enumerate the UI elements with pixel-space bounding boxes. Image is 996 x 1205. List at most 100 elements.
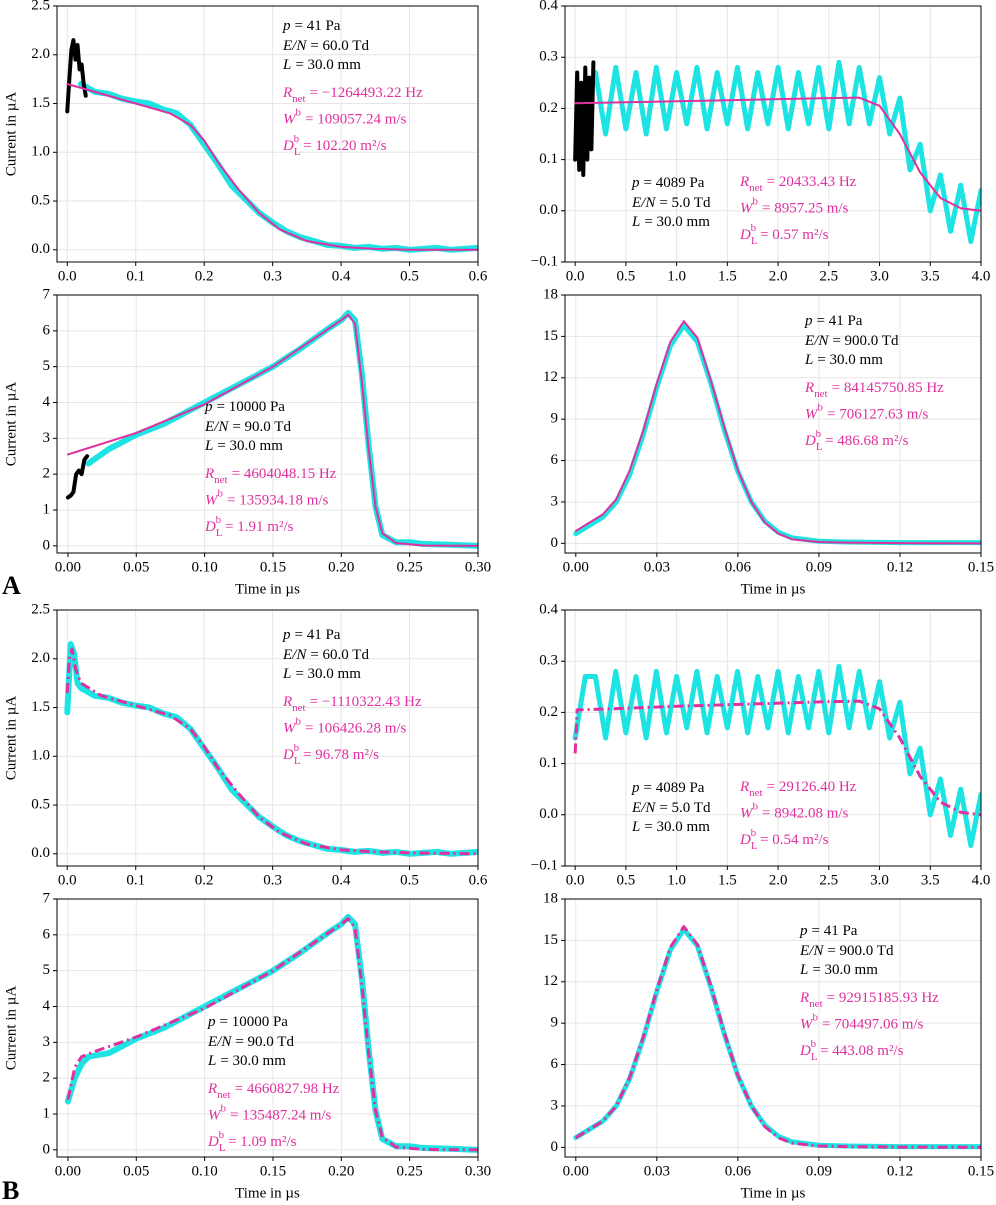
axes-frame [56, 294, 479, 554]
annotation-symbol: p [204, 399, 213, 415]
annotation-text: = 4089 Pa [644, 780, 705, 796]
data-line [574, 320, 981, 545]
y-tick-label: 0.4 [539, 601, 558, 617]
x-tick-label: 0.00 [55, 559, 81, 575]
annotation-text: = 135934.18 m/s [227, 493, 329, 509]
y-tick-label: 0.5 [31, 192, 50, 208]
annotation-text: = 41 Pa [812, 923, 858, 939]
annotation-text: = 60.0 Td [310, 38, 369, 54]
annotation: DLb = 0.57 m²/s [739, 222, 829, 247]
annotation-subscript: L [751, 840, 758, 852]
annotation-text: = 92915185.93 Hz [827, 990, 940, 1006]
x-tick-label: 0.5 [400, 872, 419, 888]
annotation-text: = 10000 Pa [220, 1014, 289, 1030]
annotation-superscript: b [296, 106, 302, 118]
annotation-text: = 20433.43 Hz [767, 174, 857, 190]
x-tick-label: 0.05 [123, 1163, 149, 1179]
x-tick-label: 2.5 [819, 872, 838, 888]
annotation-symbol: L [282, 666, 291, 682]
y-tick-label: 4 [43, 394, 51, 410]
annotation-subscript: net [292, 702, 305, 714]
annotation-superscript: b [813, 1011, 819, 1023]
annotation: p = 41 Pa [282, 18, 341, 34]
annotation: Rnet = 4660827.98 Hz [207, 1081, 340, 1100]
x-tick-label: 0.4 [332, 268, 351, 284]
annotation: L = 30.0 mm [799, 962, 878, 978]
x-tick-label: 0.4 [332, 872, 351, 888]
x-tick-label: 0.0 [566, 268, 585, 284]
axes-frame [564, 294, 982, 554]
annotation-subscript: net [814, 388, 827, 400]
data-line [573, 60, 596, 177]
annotation-text: = 41 Pa [295, 627, 341, 643]
annotation-symbol: R [804, 380, 814, 396]
y-tick-label: −0.1 [531, 857, 558, 873]
annotation-text: = 84145750.85 Hz [832, 380, 945, 396]
y-tick-label: 5 [43, 358, 51, 374]
y-tick-label: 1.5 [31, 699, 50, 715]
annotation: E/N = 5.0 Td [631, 800, 711, 816]
annotation-superscript: b [811, 1038, 817, 1050]
annotation: p = 41 Pa [282, 627, 341, 643]
x-tick-label: 0.20 [328, 559, 354, 575]
y-tick-label: 6 [551, 452, 559, 468]
annotation: L = 30.0 mm [631, 214, 710, 230]
x-tick-label: 0.1 [126, 268, 145, 284]
annotation: Rnet = 84145750.85 Hz [804, 380, 944, 399]
x-tick-label: 0.20 [328, 1163, 354, 1179]
annotation-symbol: p [804, 313, 813, 329]
annotation-text: = 30.0 mm [295, 57, 361, 73]
x-tick-label: 3.0 [870, 872, 889, 888]
axes-frame [56, 609, 479, 867]
data-line [592, 59, 981, 245]
annotation-text: = 30.0 mm [644, 819, 710, 835]
annotation: DLb = 1.09 m²/s [207, 1129, 297, 1154]
y-tick-label: 3 [43, 1034, 51, 1050]
axes-frame [564, 609, 982, 867]
x-tick-label: 0.00 [55, 1163, 81, 1179]
annotation: L = 30.0 mm [204, 438, 283, 454]
y-tick-label: −0.1 [531, 253, 558, 269]
plot-area [573, 925, 981, 1150]
annotation-superscript: b [818, 401, 824, 413]
x-tick-label: 0.2 [195, 872, 214, 888]
annotation-symbol: D [799, 1043, 811, 1059]
annotation-symbol: E/N [799, 943, 824, 959]
annotation: Wb = 106426.28 m/s [283, 715, 407, 737]
x-tick-label: 0.12 [887, 559, 913, 575]
annotation-superscript: b [751, 222, 757, 234]
annotation: p = 4089 Pa [631, 175, 705, 191]
annotation-superscript: b [753, 800, 759, 812]
y-tick-label: 0.5 [31, 796, 50, 812]
annotation-symbol: W [283, 112, 297, 128]
annotation: Rnet = 29126.40 Hz [739, 779, 857, 798]
annotation-subscript: net [809, 998, 822, 1010]
y-tick-label: 0.2 [539, 100, 558, 116]
annotation: L = 30.0 mm [631, 819, 710, 835]
y-axis-label: Current in µA [3, 696, 19, 781]
annotation: E/N = 90.0 Td [204, 419, 291, 435]
annotation-superscript: b [753, 195, 759, 207]
y-tick-label: 9 [551, 411, 559, 427]
annotation: DLb = 96.78 m²/s [282, 742, 379, 767]
y-tick-label: 0.3 [539, 653, 558, 669]
axes-frame [56, 898, 479, 1158]
annotation-text: = 5.0 Td [659, 800, 711, 816]
x-tick-label: 0.0 [58, 872, 77, 888]
x-tick-label: 0.15 [260, 1163, 286, 1179]
y-tick-label: 15 [543, 932, 558, 948]
x-axis-label: Time in µs [235, 1185, 300, 1201]
panel-label: B [2, 1176, 19, 1205]
x-axis-label: Time in µs [741, 581, 806, 597]
annotation: Wb = 109057.24 m/s [283, 106, 407, 128]
annotation-symbol: p [282, 18, 291, 34]
y-tick-label: 1.0 [31, 748, 50, 764]
y-tick-label: 0.4 [539, 0, 558, 13]
annotation: Wb = 8942.08 m/s [740, 800, 849, 822]
x-tick-label: 0.10 [191, 1163, 217, 1179]
annotation-symbol: L [631, 214, 640, 230]
y-tick-label: 0 [551, 535, 559, 551]
annotation-symbol: p [631, 780, 640, 796]
annotation-subscript: net [749, 182, 762, 194]
annotation: DLb = 102.20 m²/s [282, 133, 387, 158]
